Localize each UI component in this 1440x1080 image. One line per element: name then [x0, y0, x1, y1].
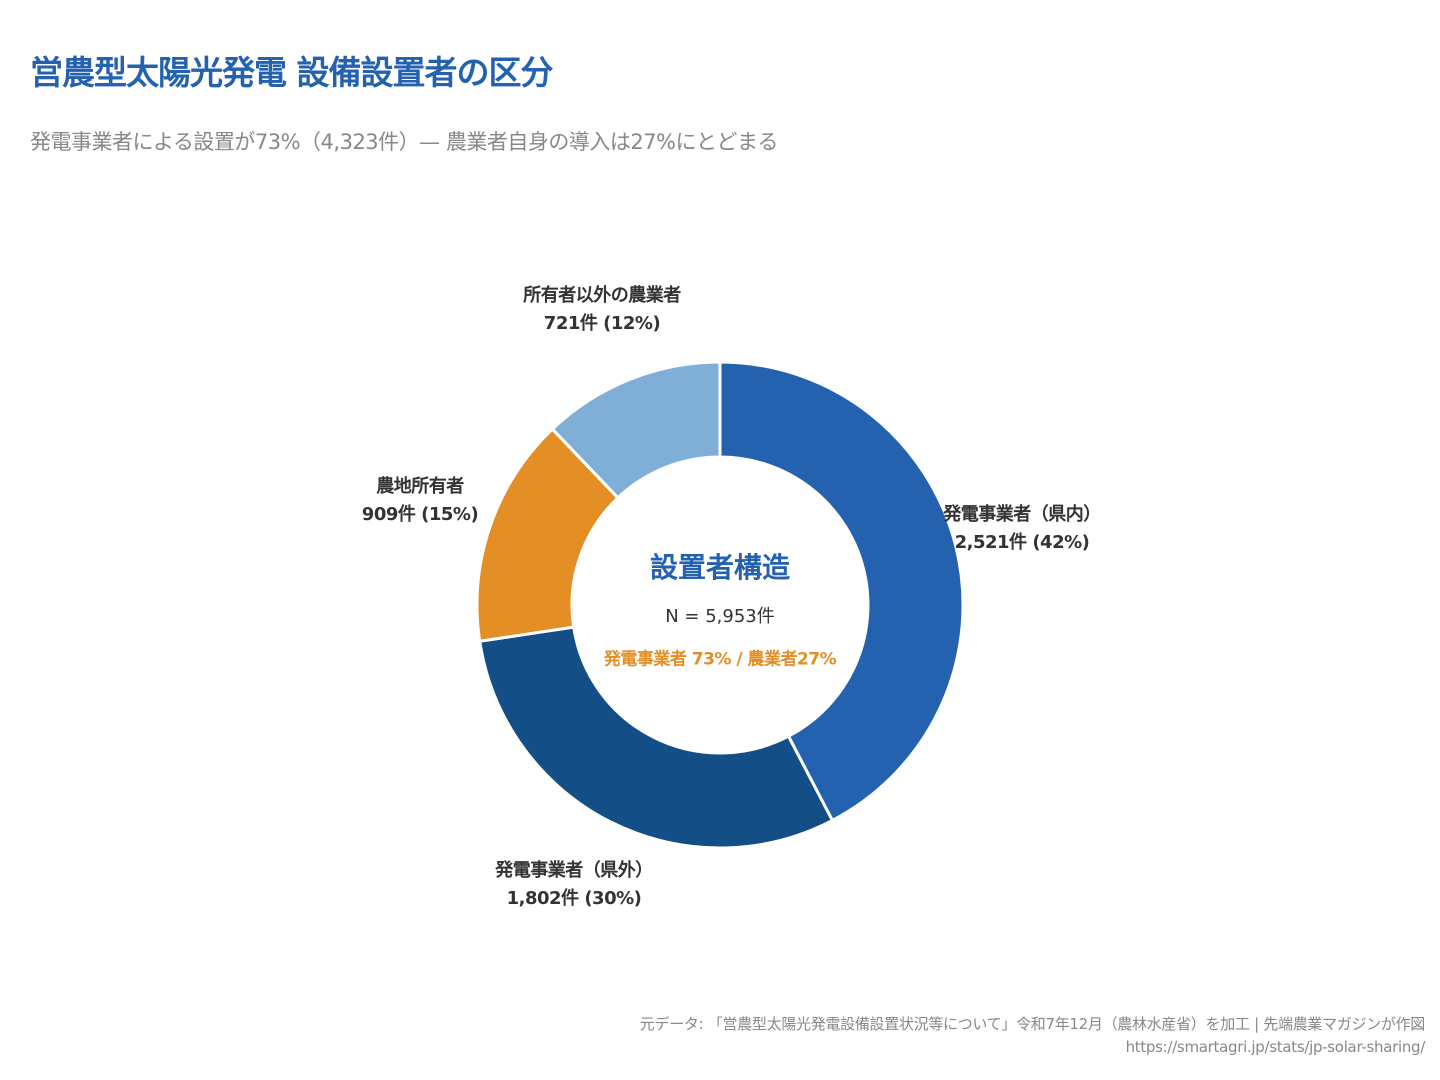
center-total: N = 5,953件	[665, 606, 775, 627]
donut-slice-3	[550, 360, 722, 500]
slice-name: 発電事業者（県内）	[943, 504, 1101, 525]
chart-subtitle: 発電事業者による設置が73%（4,323件）— 農業者自身の導入は27%にとどま…	[30, 130, 779, 154]
label-slice-2: 農地所有者 909件 (15%)	[361, 473, 479, 529]
slice-value: 721件 (12%)	[543, 313, 661, 334]
label-slice-0: 発電事業者（県内） 2,521件 (42%)	[943, 501, 1101, 557]
source-url[interactable]: https://smartagri.jp/stats/jp-solar-shar…	[1125, 1038, 1426, 1056]
slice-name: 農地所有者	[376, 476, 464, 497]
label-slice-1: 発電事業者（県外） 1,802件 (30%)	[495, 857, 653, 913]
slice-value: 909件 (15%)	[361, 504, 479, 525]
slice-name: 発電事業者（県外）	[495, 860, 653, 881]
chart-title: 営農型太陽光発電 設備設置者の区分	[30, 53, 553, 92]
slice-value: 1,802件 (30%)	[506, 888, 642, 909]
center-title: 設置者構造	[649, 551, 791, 584]
label-slice-3: 所有者以外の農業者 721件 (12%)	[523, 282, 681, 338]
donut-slice-1	[478, 625, 835, 850]
slice-value: 2,521件 (42%)	[954, 532, 1090, 553]
donut-slice-0	[718, 360, 965, 823]
center-split: 発電事業者 73% / 農業者27%	[603, 649, 837, 670]
source-note: 元データ: 「営農型太陽光発電設備設置状況等について」令和7年12月（農林水産省…	[639, 1015, 1426, 1033]
slice-name: 所有者以外の農業者	[523, 285, 681, 306]
